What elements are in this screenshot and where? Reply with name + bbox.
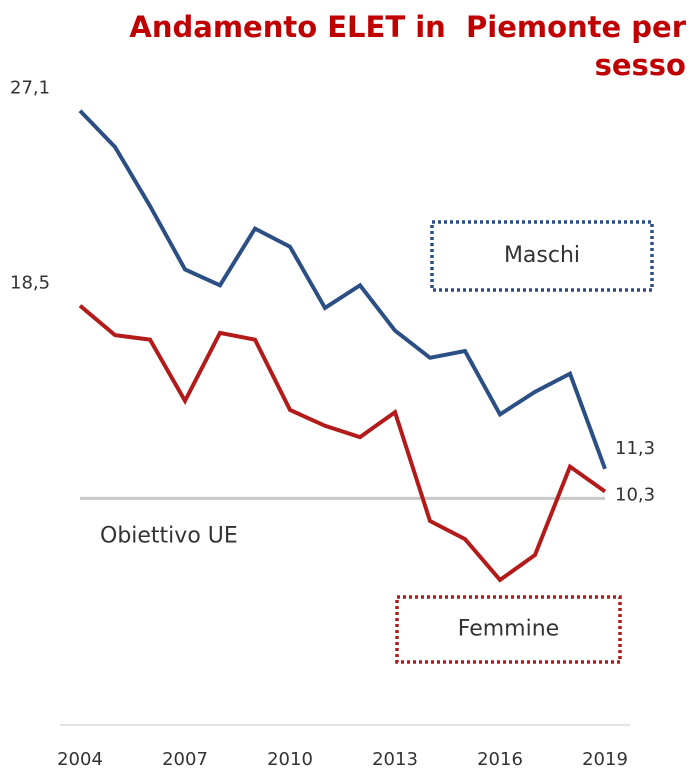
series-line: [78, 109, 607, 470]
x-tick-label: 2004: [57, 749, 103, 770]
reference-label: Obiettivo UE: [100, 523, 238, 548]
x-tick-label: 2007: [162, 749, 208, 770]
data-label: 10,3: [615, 485, 655, 506]
x-tick-label: 2016: [477, 749, 523, 770]
legend-label: Femmine: [458, 617, 559, 642]
legend-label: Maschi: [504, 243, 580, 268]
chart-title: Andamento ELET in Piemonte per sesso: [129, 10, 686, 82]
x-tick-label: 2010: [267, 749, 313, 770]
data-label: 11,3: [615, 438, 655, 459]
x-tick-label: 2019: [582, 749, 628, 770]
data-label: 27,1: [10, 78, 50, 99]
series-line: [78, 304, 607, 583]
x-tick-label: 2013: [372, 749, 418, 770]
data-label: 18,5: [10, 273, 50, 294]
legend-box: [430, 220, 654, 292]
